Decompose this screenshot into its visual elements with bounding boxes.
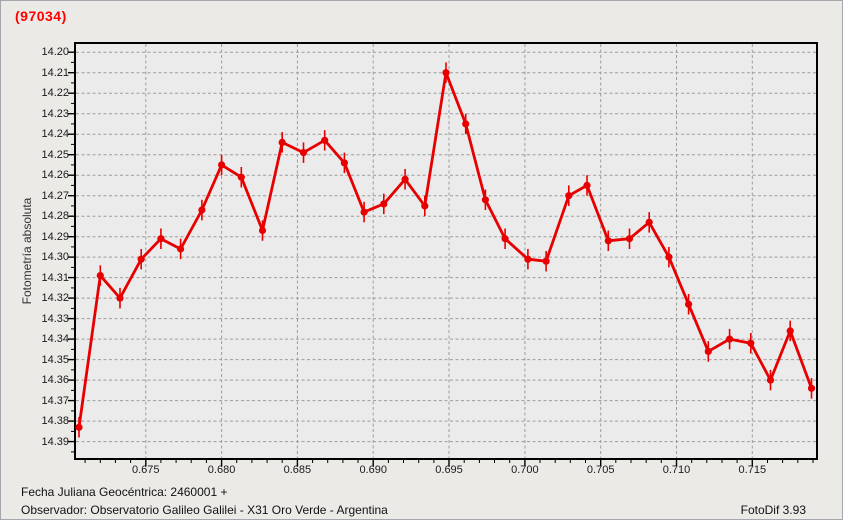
data-point-marker	[278, 138, 286, 146]
y-tick-label: 14.27	[41, 189, 69, 202]
data-point-marker	[583, 181, 591, 189]
data-point-marker	[116, 294, 124, 302]
data-point-marker	[299, 149, 308, 157]
x-tick-label: 0.705	[586, 464, 615, 476]
data-point-marker	[421, 202, 429, 210]
y-tick-label: 14.25	[41, 148, 69, 161]
data-point-marker	[442, 69, 450, 77]
data-point-marker	[786, 327, 794, 335]
x-tick-label: 0.710	[662, 464, 691, 476]
y-tick-label: 14.24	[41, 128, 69, 141]
y-tick-label: 14.32	[41, 292, 69, 305]
data-point-marker	[645, 218, 653, 226]
data-point-marker	[625, 235, 634, 243]
y-tick-label: 14.23	[41, 107, 69, 120]
x-tick-label: 0.715	[738, 464, 767, 476]
y-tick-label: 14.37	[41, 394, 69, 407]
x-tick-label: 0.675	[131, 464, 160, 476]
y-tick-label: 14.38	[41, 415, 69, 428]
data-point-marker	[401, 175, 409, 183]
data-point-marker	[380, 200, 388, 208]
y-tick-label: 14.29	[41, 230, 69, 243]
plot-area	[68, 42, 818, 466]
light-curve-chart	[68, 44, 816, 466]
data-point-marker	[685, 300, 693, 308]
data-point-marker	[726, 335, 734, 343]
data-point-marker	[524, 255, 532, 263]
x-tick-label: 0.685	[283, 464, 312, 476]
data-point-marker	[237, 173, 245, 181]
y-tick-label: 14.33	[41, 312, 69, 325]
data-point-marker	[258, 226, 267, 235]
y-tick-label: 14.20	[41, 46, 69, 59]
data-point-marker	[501, 235, 509, 243]
observer-label: Observador: Observatorio Galileo Galilei…	[21, 503, 388, 517]
data-point-marker	[340, 159, 348, 167]
data-point-marker	[96, 272, 104, 280]
data-point-marker	[462, 120, 470, 128]
data-point-marker	[137, 255, 145, 263]
data-point-marker	[565, 192, 573, 200]
data-point-marker	[198, 206, 206, 214]
y-tick-label: 14.34	[41, 333, 69, 346]
y-tick-label: 14.21	[41, 66, 69, 79]
data-point-marker	[704, 347, 712, 355]
data-point-marker	[604, 237, 612, 245]
data-point-marker	[177, 245, 185, 253]
data-point-marker	[807, 384, 816, 392]
data-point-marker	[542, 257, 550, 265]
y-tick-label: 14.30	[41, 251, 69, 264]
julian-date-label: Fecha Juliana Geocéntrica: 2460001 +	[21, 485, 228, 499]
x-tick-label: 0.695	[435, 464, 463, 476]
x-tick-label: 0.690	[359, 464, 387, 476]
data-point-marker	[218, 161, 226, 169]
chart-title: (97034)	[15, 8, 67, 24]
data-point-marker	[747, 339, 755, 347]
data-point-marker	[157, 235, 165, 243]
data-point-marker	[481, 196, 489, 204]
y-tick-label: 14.31	[41, 271, 69, 284]
x-tick-label: 0.700	[511, 464, 539, 476]
data-point-marker	[665, 253, 673, 261]
y-tick-label: 14.36	[41, 374, 69, 387]
data-point-marker	[360, 208, 368, 216]
y-tick-label: 14.22	[41, 87, 69, 100]
app-version-label: FotoDif 3.93	[740, 503, 806, 517]
y-tick-label: 14.39	[41, 435, 69, 448]
y-tick-label: 14.35	[41, 353, 69, 366]
series-line	[77, 71, 813, 429]
y-tick-label: 14.28	[41, 210, 69, 223]
data-point-marker	[321, 136, 329, 144]
data-point-marker	[75, 423, 83, 431]
data-point-marker	[766, 376, 775, 384]
x-tick-label: 0.680	[207, 464, 236, 476]
y-tick-label: 14.26	[41, 169, 69, 182]
